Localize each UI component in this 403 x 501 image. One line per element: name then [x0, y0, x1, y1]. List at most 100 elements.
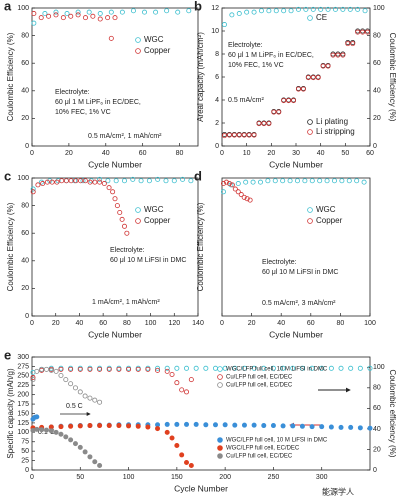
y-tick-label: 2 [215, 120, 219, 127]
data-point [229, 182, 235, 188]
data-point [117, 209, 123, 215]
data-point [116, 366, 122, 372]
x-axis-label: Cycle Number [88, 329, 142, 339]
panel-label: c [4, 168, 11, 183]
data-point [340, 6, 346, 12]
data-point [43, 427, 49, 433]
annotation: 0.5 C [66, 403, 83, 410]
y-tick-label: 75 [21, 439, 29, 446]
data-point [138, 178, 144, 184]
x-tick-label: 20 [248, 320, 256, 327]
data-point [155, 365, 161, 371]
data-point [246, 132, 252, 138]
data-point [309, 365, 315, 371]
legend-marker [217, 445, 223, 451]
x-tick-label: 100 [123, 474, 135, 481]
x-tick-label: 0 [30, 474, 34, 481]
data-point [270, 423, 276, 429]
annotation: Electrolyte: [110, 247, 145, 254]
y-axis-label: Coulombic Efficiency (%) [6, 32, 15, 121]
y-tick-label: 40 [21, 258, 29, 265]
data-point [221, 22, 227, 28]
legend-marker [217, 382, 223, 388]
y-tick-label: 250 [17, 373, 29, 380]
data-point [49, 179, 55, 185]
annotation: Electrolyte: [55, 89, 90, 96]
data-point [273, 8, 279, 14]
data-point [54, 179, 60, 185]
data-point [82, 393, 88, 399]
data-point [175, 9, 181, 15]
data-point [309, 424, 315, 430]
data-point [53, 368, 59, 374]
data-point [241, 132, 247, 138]
x-tick-label: 20 [267, 150, 275, 157]
y-tick-label: 12 [211, 5, 219, 12]
data-point [271, 109, 277, 115]
data-point [38, 15, 44, 21]
data-point [355, 29, 361, 35]
data-point [82, 178, 88, 184]
data-point [261, 365, 267, 371]
data-point [164, 429, 170, 435]
data-point [193, 365, 199, 371]
data-point [184, 421, 190, 427]
y2-tick-label: 0 [373, 143, 377, 150]
data-point [290, 365, 296, 371]
data-point [48, 367, 54, 373]
y-tick-label: 20 [21, 285, 29, 292]
data-point [287, 178, 293, 184]
data-point [101, 181, 107, 187]
annotation: 0.5 mA/cm² [228, 97, 264, 104]
data-point [241, 194, 247, 200]
legend-label: Li plating [316, 117, 348, 126]
data-point [299, 423, 305, 429]
data-point [40, 181, 46, 187]
data-point [114, 203, 120, 209]
data-point [112, 196, 118, 202]
data-point [220, 189, 226, 195]
x-tick-label: 40 [76, 320, 84, 327]
data-point [124, 230, 130, 236]
data-point [108, 35, 114, 41]
data-point [73, 178, 79, 184]
data-point [193, 421, 199, 427]
data-point [288, 8, 294, 14]
y2-tick-label: 100 [373, 364, 385, 371]
data-point [309, 178, 315, 184]
panel-label: d [194, 168, 202, 183]
x-tick-label: 40 [277, 320, 285, 327]
data-point [164, 368, 170, 374]
data-point [228, 182, 234, 188]
data-point [299, 365, 305, 371]
y2-tick-label: 20 [373, 115, 381, 122]
x-tick-label: 50 [341, 150, 349, 157]
data-point [241, 422, 247, 428]
x-tick-label: 20 [65, 150, 73, 157]
data-point [163, 178, 169, 184]
data-point [121, 178, 127, 184]
annotation: 0.5 mA/cm², 3 mAh/cm² [262, 300, 336, 307]
data-point [174, 443, 180, 449]
data-point [295, 6, 301, 12]
legend-marker [217, 374, 223, 380]
data-point [220, 181, 226, 187]
legend-label: CE [316, 13, 327, 22]
y-tick-label: 100 [17, 5, 29, 12]
annotation: 10% FEC, 1% VC [55, 109, 111, 116]
data-point [87, 179, 93, 185]
legend-label: WGC [144, 205, 164, 214]
data-point [126, 366, 132, 372]
y-tick-label: 50 [21, 448, 29, 455]
data-point [92, 179, 98, 185]
data-point [63, 434, 69, 440]
data-point [290, 423, 296, 429]
data-point [92, 397, 98, 403]
data-point [155, 176, 161, 182]
x-tick-label: 100 [145, 320, 157, 327]
data-point [72, 385, 78, 391]
data-point [331, 178, 337, 184]
data-point [64, 11, 70, 17]
data-point [294, 178, 300, 184]
data-point [97, 11, 103, 17]
